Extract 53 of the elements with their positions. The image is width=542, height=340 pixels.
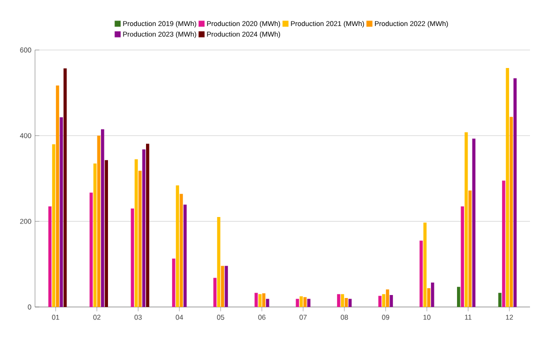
bar xyxy=(468,190,472,307)
bar xyxy=(146,144,150,307)
bar xyxy=(262,293,266,307)
bar xyxy=(217,217,220,307)
bar xyxy=(506,68,510,307)
bar xyxy=(464,132,468,307)
bar xyxy=(224,266,228,307)
bar xyxy=(60,117,63,307)
bar xyxy=(300,296,303,307)
bar xyxy=(254,292,258,307)
bar xyxy=(266,298,270,307)
bar xyxy=(337,294,340,307)
bar xyxy=(138,170,142,307)
bar xyxy=(340,294,344,307)
bar xyxy=(390,294,393,307)
bar xyxy=(97,136,100,307)
bar xyxy=(172,258,176,307)
bar xyxy=(296,298,300,307)
bar xyxy=(378,296,382,307)
bar xyxy=(180,194,183,307)
bar xyxy=(427,288,430,307)
bar xyxy=(64,68,67,307)
bar xyxy=(386,289,390,307)
bar xyxy=(348,298,352,307)
bar xyxy=(213,278,217,307)
bar xyxy=(344,298,348,307)
bar xyxy=(423,222,427,307)
bar xyxy=(472,138,476,307)
bar xyxy=(142,149,146,307)
bar xyxy=(220,266,224,307)
bar xyxy=(183,204,187,307)
bar xyxy=(498,292,502,307)
bar xyxy=(457,286,460,307)
bar xyxy=(104,160,108,307)
bar xyxy=(510,116,513,307)
bar xyxy=(52,144,56,307)
bar xyxy=(258,294,262,307)
bar xyxy=(134,159,138,307)
bar xyxy=(100,129,104,307)
bar xyxy=(513,78,517,307)
bar xyxy=(430,282,434,307)
bar xyxy=(307,298,310,307)
bar xyxy=(303,297,307,307)
bar xyxy=(176,185,180,307)
bar xyxy=(382,294,386,307)
bar xyxy=(420,240,423,307)
bar xyxy=(56,86,60,307)
bar xyxy=(48,206,52,307)
bar xyxy=(130,208,134,307)
bar xyxy=(93,164,97,307)
bar xyxy=(502,180,506,307)
bar xyxy=(90,192,93,307)
bar xyxy=(460,206,464,307)
